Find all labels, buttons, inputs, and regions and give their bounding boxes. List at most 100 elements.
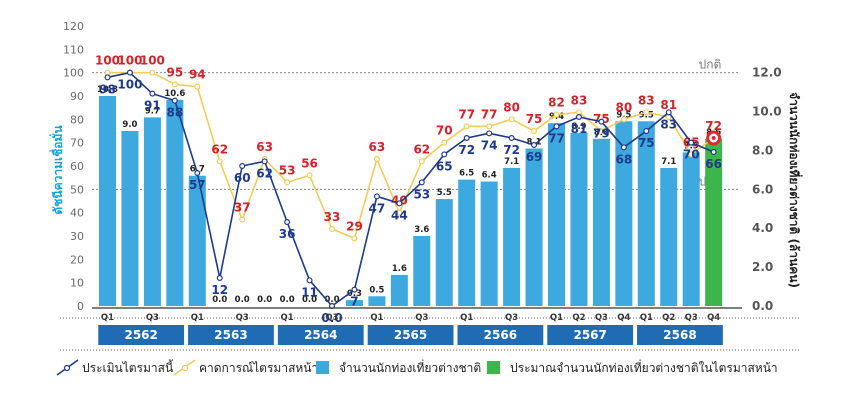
series-point [351,235,358,242]
bar-value-label: 0.0 [235,295,250,305]
bar-value-label: 3.6 [414,225,429,235]
quarter-label: Q3 [415,313,428,323]
series-value-label: 91 [144,99,161,113]
series-point [171,81,178,88]
series-value-label: 56 [301,156,318,170]
series-point [104,74,111,81]
left-tick-label: 110 [63,43,84,56]
bar [615,121,633,307]
bar-value-label: 1.6 [392,264,407,274]
year-band [637,325,723,345]
series-point [284,179,291,186]
quarter-label: Q1 [281,313,294,323]
bar [480,181,498,306]
series-value-label: 72 [705,119,722,133]
legend-label: คาดการณ์ไตรมาสหน้า [199,361,318,375]
bar-value-label: 7.9 [684,141,699,151]
series-value-label: 70 [683,148,700,162]
series-value-label: 82 [548,96,565,110]
series-point [553,123,560,130]
series-point [620,144,627,151]
series-point [194,83,201,90]
series-point [418,158,425,165]
series-value-label: 33 [324,210,341,224]
bar [660,167,678,306]
year-band [367,325,454,345]
series-value-label: 75 [638,136,655,150]
quarter-label: Q3 [236,313,249,323]
series-value-label: 44 [391,208,408,222]
series-value-label: 62 [211,142,228,156]
series-value-label: 47 [369,201,386,215]
quarter-label: Q3 [685,313,698,323]
left-tick-label: 120 [63,20,84,33]
series-point [149,90,156,97]
series-point [508,116,515,123]
series-point [531,142,538,149]
series-value-label: 81 [571,122,588,136]
bar-value-label: 6.5 [459,169,474,179]
bar [548,123,565,306]
series-point [216,275,223,282]
right-tick-label: 4.0 [752,221,773,235]
series-value-label: 81 [660,98,677,112]
left-axis-title: ดัชนีความเชื่อมั่น [49,125,65,215]
series-value-label: 74 [481,138,498,152]
bar-value-label: 0.0 [280,295,295,305]
right-tick-label: 8.0 [752,143,773,157]
series-point [239,163,246,170]
year-label: 2566 [484,328,517,342]
bar [525,148,543,306]
bar [99,96,116,306]
forecast-marker-dot [711,136,716,140]
reference-line-label: ปกติ [699,58,722,72]
series-value-label: 63 [369,140,386,154]
bar [143,117,161,306]
year-label: 2565 [394,328,427,342]
series-point [149,69,156,76]
series-point [351,286,358,293]
left-tick-label: 10 [70,277,84,290]
right-axis-title: จำนวนนักท่องเที่ยวต่างชาติ (ล้านคน) [787,92,803,288]
right-tick-label: 2.0 [752,260,773,274]
series-point [620,116,627,123]
series-point [441,139,448,146]
bar-value-label: 5.5 [437,188,452,198]
left-tick-label: 60 [70,160,84,173]
series-value-label: 36 [279,227,296,241]
right-tick-label: 6.0 [752,182,773,196]
quarter-label: Q2 [662,313,675,323]
left-tick-label: 80 [70,113,84,126]
series-value-label: 100 [117,78,142,92]
series-value-label: 12 [211,283,228,297]
bar [368,296,386,306]
legend-label: จำนวนนักท่องเที่ยวต่างชาติ [339,359,481,375]
bar [345,300,363,306]
series-value-label: 94 [189,68,206,82]
series-value-label: 77 [481,107,498,121]
quarter-label: Q4 [617,313,630,323]
quarter-label: Q1 [191,313,204,323]
series-point [306,172,313,179]
series-value-label: 83 [571,93,588,107]
series-point [306,277,313,284]
bar-value-label: 0.0 [257,295,272,305]
series-value-label: 0.0 [321,311,342,325]
bar [435,199,453,306]
bar [121,131,139,306]
series-value-label: 53 [279,163,296,177]
legend-swatch-forecast [487,361,500,374]
year-bands: 2562 2563 2564 2565 2566 2567 2568 [60,325,800,351]
series-value-label: 63 [256,140,273,154]
series-value-label: 72 [458,143,475,157]
series-point [710,149,717,156]
bar-value-label: 6.7 [190,165,205,175]
bar [705,138,723,306]
series-value-label: 62 [256,166,273,180]
legend-label: ประเมินไตรมาสนี้ [82,359,174,375]
quarter-label: Q1 [370,313,383,323]
series-point [396,209,403,216]
series-value-label: 72 [503,143,520,157]
series-point [688,151,695,158]
